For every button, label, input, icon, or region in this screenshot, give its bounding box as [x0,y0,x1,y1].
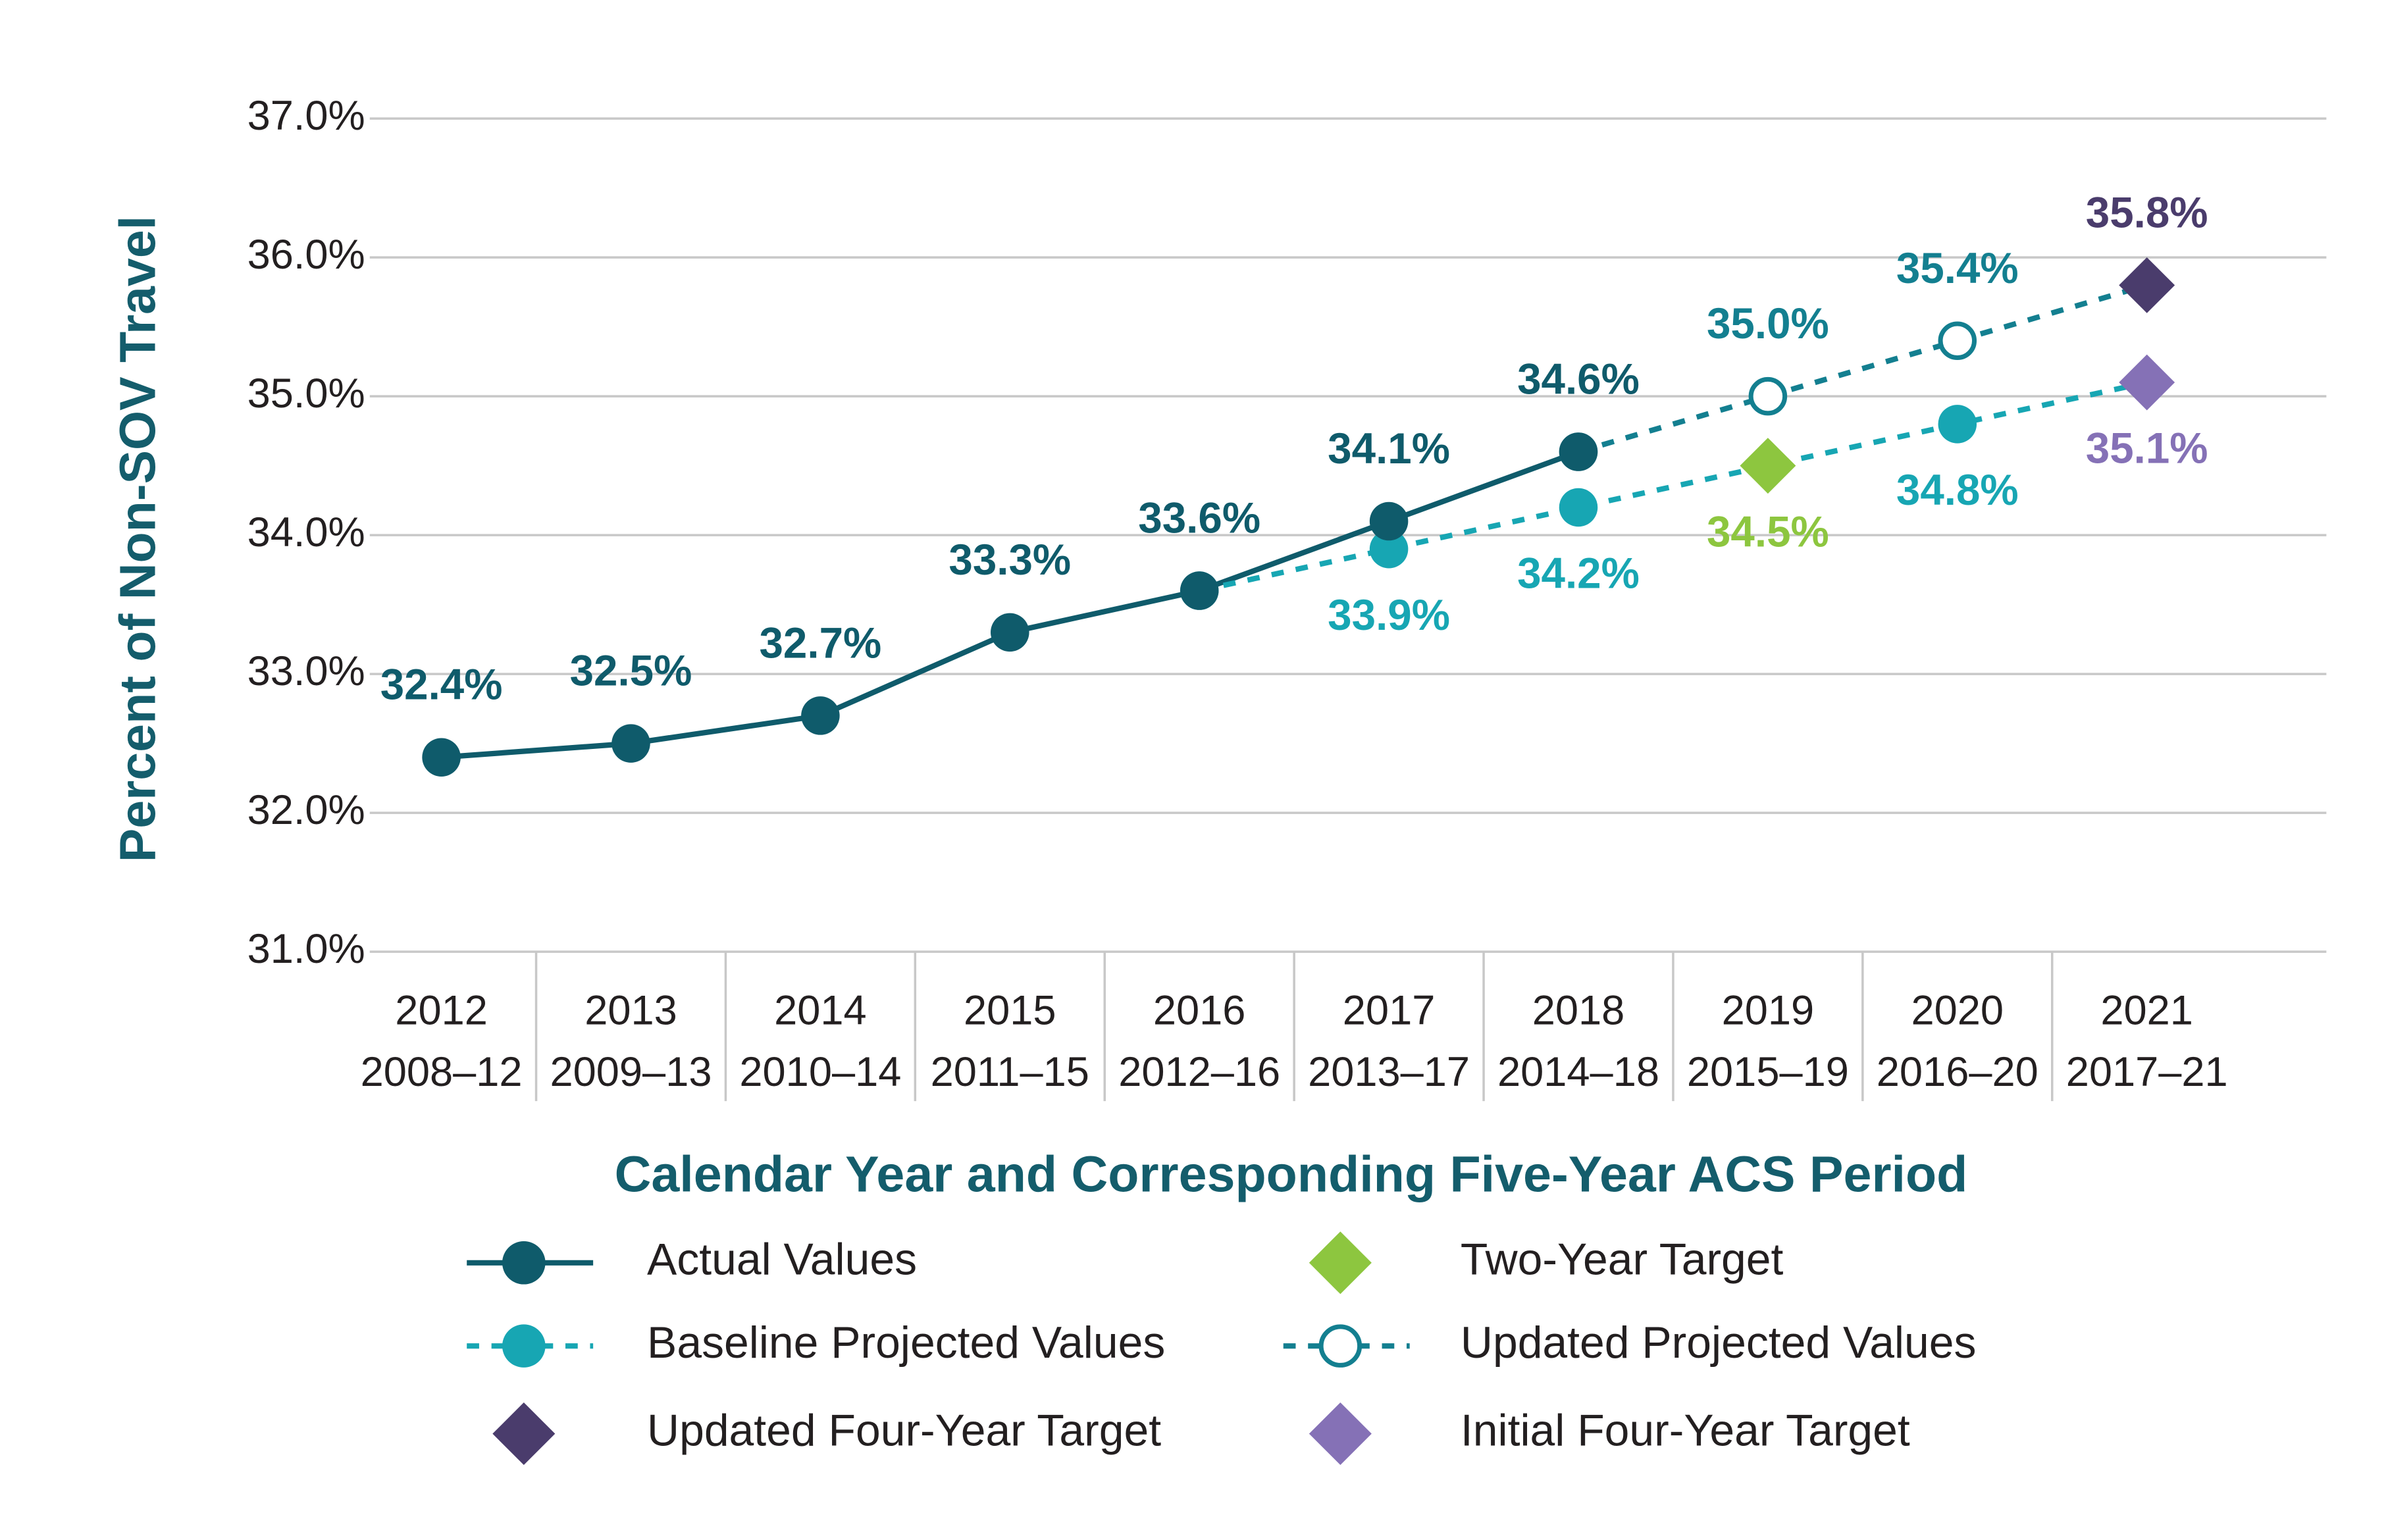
legend-marker [1309,1402,1372,1466]
x-period-label: 2016–20 [1877,1049,2038,1095]
x-period-label: 2010–14 [739,1049,901,1095]
series-line [1577,282,2148,455]
data-point [1559,432,1598,471]
data-label: 32.5% [570,647,692,695]
legend-label: Updated Four-Year Target [647,1406,1161,1455]
data-point [1740,438,1796,494]
data-point [1748,376,1788,416]
data-point [2119,354,2175,411]
legend-label: Initial Four-Year Target [1461,1406,1910,1455]
data-label: 35.8% [2086,188,2208,236]
x-period-label: 2017–21 [2066,1049,2228,1095]
y-axis-title: Percent of Non-SOV Travel [110,216,167,863]
x-tick-label: 2012 [395,987,488,1033]
legend-label: Actual Values [647,1235,917,1285]
x-period-label: 2013–17 [1308,1049,1470,1095]
x-tick-label: 2017 [1343,987,1436,1033]
data-point [991,613,1029,652]
x-tick-label: 2016 [1153,987,1246,1033]
data-label: 33.9% [1328,591,1450,639]
data-point [1369,529,1409,569]
data-point [2119,257,2175,313]
y-tick-label: 36.0% [247,232,365,278]
x-tick-label: 2013 [584,987,677,1033]
x-tick-label: 2018 [1532,987,1625,1033]
data-point [1369,501,1409,541]
data-label: 34.5% [1707,507,1829,555]
data-label: 35.0% [1707,299,1829,347]
data-point [1559,488,1598,527]
data-point [1180,571,1219,610]
data-point [1938,321,1977,361]
data-label: 34.6% [1517,355,1640,403]
legend-marker [502,1324,546,1368]
x-tick-label: 2021 [2100,987,2193,1033]
legend-marker [502,1241,546,1285]
y-tick-label: 31.0% [247,926,365,972]
y-tick-label: 34.0% [247,509,365,555]
data-label: 32.4% [380,661,503,709]
legend-label: Updated Projected Values [1461,1318,1977,1368]
data-label: 34.8% [1896,466,2019,514]
y-tick-label: 32.0% [247,787,365,833]
data-label: 32.7% [759,619,881,667]
legend-label: Baseline Projected Values [647,1318,1165,1368]
legend-marker [1318,1324,1363,1368]
x-axis-title: Calendar Year and Corresponding Five-Yea… [615,1146,1968,1203]
data-point [801,696,840,735]
data-label: 35.1% [2086,424,2208,473]
data-point [1938,405,1977,444]
data-point [611,724,650,763]
legend-marker [1309,1231,1372,1295]
y-tick-label: 35.0% [247,371,365,417]
x-tick-label: 2019 [1722,987,1815,1033]
legend-marker [492,1402,556,1466]
x-tick-label: 2020 [1911,987,2004,1033]
data-label: 33.6% [1138,494,1260,542]
x-tick-label: 2014 [774,987,867,1033]
y-tick-label: 33.0% [247,648,365,694]
x-period-label: 2011–15 [931,1049,1089,1095]
data-label: 33.3% [948,536,1071,584]
data-label: 34.1% [1328,424,1450,473]
x-period-label: 2008–12 [361,1049,523,1095]
data-point [422,738,461,777]
data-label: 34.2% [1517,550,1640,598]
data-label: 35.4% [1896,244,2019,292]
legend-label: Two-Year Target [1461,1235,1784,1285]
y-tick-label: 37.0% [247,93,365,139]
x-period-label: 2014–18 [1497,1049,1659,1095]
x-tick-label: 2015 [964,987,1056,1033]
x-period-label: 2012–16 [1118,1049,1280,1095]
x-period-label: 2009–13 [550,1049,712,1095]
x-period-label: 2015–19 [1687,1049,1849,1095]
